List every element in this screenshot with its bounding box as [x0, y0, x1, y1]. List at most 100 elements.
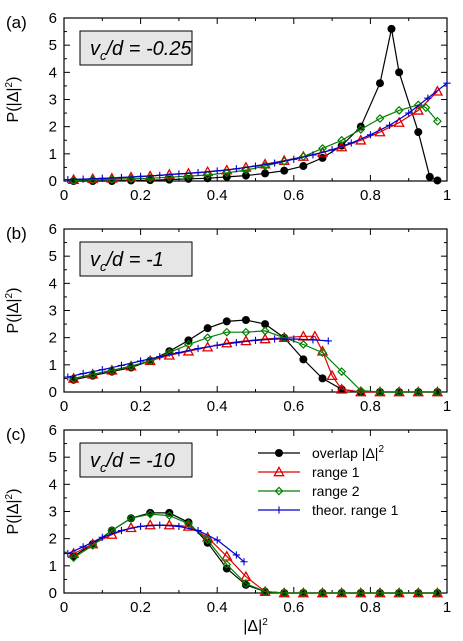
data-point	[280, 166, 289, 175]
series-line	[73, 524, 438, 594]
data-point	[241, 316, 250, 325]
x-tick-label: 0.6	[283, 187, 304, 204]
data-point	[222, 327, 232, 337]
data-point	[194, 344, 202, 353]
legend-label-text: range 1	[312, 464, 360, 480]
data-point	[126, 361, 136, 371]
data-point	[107, 365, 117, 375]
y-axis-label: P(|Δ|2)	[4, 77, 22, 123]
y-axis-label-sup: 2	[4, 292, 15, 298]
annotation-box	[79, 30, 193, 66]
data-point	[356, 386, 366, 396]
y-axis-label-sup: 2	[4, 81, 15, 87]
x-tick-label: 0	[60, 187, 68, 204]
series-line	[73, 28, 438, 182]
y-axis-label-main: P(|Δ|	[5, 499, 22, 534]
data-point	[261, 320, 270, 329]
x-axis-label-main: |Δ|	[243, 618, 262, 635]
data-point	[431, 85, 444, 96]
data-point	[145, 173, 155, 183]
x-tick-label: 0.8	[360, 599, 381, 616]
data-point	[240, 334, 252, 346]
y-axis-label-end: )	[5, 77, 22, 82]
x-axis-label-sup: 2	[262, 617, 268, 628]
legend-label: theor. range 1	[312, 502, 399, 518]
y-tick-label: 1	[49, 357, 57, 374]
data-point	[194, 526, 202, 535]
y-tick-label: 6	[49, 422, 57, 439]
x-tick-label: 1	[443, 187, 451, 204]
data-point	[241, 327, 251, 337]
data-point	[259, 333, 271, 344]
data-point	[175, 522, 183, 531]
data-point	[232, 338, 240, 347]
data-point	[271, 335, 279, 343]
series-theor	[64, 521, 248, 566]
data-point	[328, 146, 336, 154]
data-point	[222, 560, 232, 569]
annotation-sub: c	[100, 48, 107, 63]
data-point	[98, 366, 106, 374]
data-point	[335, 141, 348, 152]
data-point	[395, 68, 404, 77]
data-point	[271, 159, 279, 167]
data-point	[414, 128, 423, 137]
x-tick-label: 0.6	[283, 398, 304, 415]
data-point	[137, 357, 145, 365]
data-point	[393, 116, 405, 127]
data-point	[251, 162, 260, 170]
data-point	[222, 317, 231, 326]
data-point	[318, 153, 327, 162]
data-point	[260, 326, 270, 336]
data-point	[117, 173, 126, 182]
data-point	[137, 522, 145, 531]
data-point	[432, 387, 442, 397]
data-point	[184, 171, 193, 181]
y-tick-label: 4	[49, 275, 57, 292]
data-point	[240, 558, 248, 566]
data-point	[432, 588, 442, 598]
data-point	[175, 349, 183, 357]
data-point	[126, 513, 136, 523]
data-point	[64, 550, 72, 558]
data-point	[144, 519, 156, 530]
y-tick-label: 0	[49, 585, 57, 602]
data-point	[309, 151, 317, 159]
y-tick-label: 5	[49, 449, 57, 466]
legend-marker	[274, 486, 284, 496]
y-tick-label: 4	[49, 476, 57, 493]
x-tick-label: 1	[443, 398, 451, 415]
x-tick-label: 0.8	[360, 398, 381, 415]
data-point	[356, 588, 366, 598]
data-point	[232, 165, 240, 173]
legend-label: overlap |Δ|2	[312, 444, 384, 461]
x-tick-label: 0.4	[207, 398, 228, 415]
panel-label: (b)	[6, 224, 27, 243]
data-point	[241, 579, 251, 588]
data-point	[98, 174, 106, 182]
data-point	[156, 353, 164, 361]
y-tick-label: 6	[49, 221, 57, 238]
series-range2	[69, 509, 442, 598]
data-point	[98, 533, 106, 541]
legend-label-text: range 2	[312, 483, 360, 499]
legend-marker	[275, 506, 283, 514]
series-range2	[69, 100, 442, 185]
data-point	[79, 369, 87, 378]
data-point	[290, 155, 298, 163]
data-point	[279, 588, 289, 598]
data-point	[203, 535, 213, 545]
data-point	[203, 333, 213, 343]
series-line	[73, 319, 438, 393]
y-axis-label-main: P(|Δ|	[5, 298, 22, 333]
annotation-var: v	[90, 38, 101, 60]
y-tick-label: 5	[49, 248, 57, 265]
data-point	[337, 367, 347, 377]
y-axis-label-main: P(|Δ|	[5, 87, 22, 122]
legend-label: range 1	[312, 464, 360, 480]
data-point	[356, 124, 366, 134]
data-point	[194, 168, 202, 177]
